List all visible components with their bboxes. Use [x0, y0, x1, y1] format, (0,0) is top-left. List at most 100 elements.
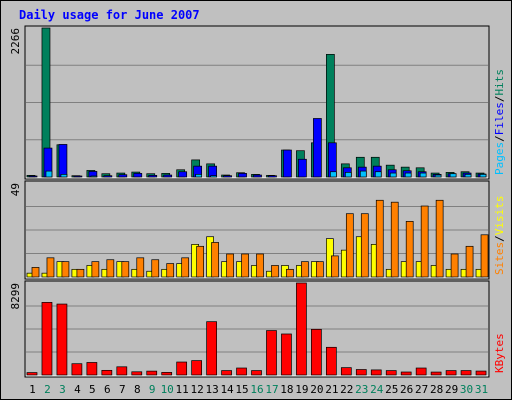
- y-max-label: 8299: [9, 283, 22, 310]
- bar-pages-day-5: [90, 175, 98, 178]
- x-tick-label-day-22: 22: [340, 383, 353, 396]
- bar-pages-day-26: [404, 172, 412, 178]
- legend-kbytes: KBytes: [493, 333, 506, 373]
- legend-hits-files-pages: Pages/Files/Hits: [493, 69, 506, 175]
- bar-kbytes-day-16: [251, 370, 262, 376]
- bar-sites-day-13: [211, 242, 219, 278]
- legend-entry-2: Files: [493, 102, 506, 135]
- bar-sites-day-4: [76, 268, 85, 278]
- x-tick-label-day-12: 12: [191, 383, 204, 396]
- x-tick-label-day-17: 17: [265, 383, 278, 396]
- bar-kbytes-day-19: [296, 282, 307, 376]
- legend-entry-0: Hits: [493, 69, 506, 96]
- bar-sites-day-10: [166, 263, 175, 278]
- bar-pages-day-12: [195, 174, 202, 178]
- bar-pages-day-29: [449, 173, 457, 178]
- x-tick-label-day-2: 2: [44, 383, 51, 396]
- bar-sites-day-23: [360, 213, 369, 278]
- bar-sites-day-12: [196, 245, 204, 278]
- bar-sites-day-26: [405, 221, 414, 278]
- bar-files-day-4: [73, 175, 83, 178]
- bar-kbytes-day-25: [385, 370, 397, 376]
- bar-kbytes-day-17: [266, 330, 277, 376]
- x-tick-label-day-31: 31: [475, 383, 488, 396]
- x-tick-label-day-23: 23: [355, 383, 368, 396]
- bar-files-day-3: [58, 144, 68, 178]
- bar-sites-day-7: [121, 261, 130, 278]
- bar-sites-day-15: [241, 253, 249, 278]
- x-tick-label-day-9: 9: [149, 383, 156, 396]
- bar-files-day-8: [133, 173, 143, 178]
- bar-files-day-14: [223, 175, 232, 178]
- bar-pages-day-2: [45, 170, 53, 178]
- x-tick-label-day-15: 15: [235, 383, 248, 396]
- bar-files-day-9: [148, 175, 158, 178]
- legend-entry-3: /: [493, 135, 506, 142]
- bar-pages-day-25: [389, 172, 397, 178]
- bar-kbytes-day-4: [71, 363, 83, 376]
- bar-kbytes-day-22: [340, 367, 352, 376]
- x-tick-label-day-30: 30: [460, 383, 473, 396]
- bar-pages-day-31: [479, 174, 487, 178]
- legend-entry-0: KBytes: [493, 333, 506, 373]
- bar-kbytes-day-9: [146, 370, 158, 376]
- bar-kbytes-day-7: [116, 366, 128, 376]
- bar-pages-day-30: [464, 174, 472, 178]
- bar-pages-day-24: [374, 171, 382, 178]
- y-max-label: 2266: [9, 28, 22, 55]
- bar-files-day-16: [253, 174, 262, 178]
- x-tick-label-day-20: 20: [310, 383, 323, 396]
- x-tick-label-day-26: 26: [400, 383, 413, 396]
- bar-kbytes-day-6: [101, 369, 113, 376]
- x-tick-label-day-21: 21: [325, 383, 338, 396]
- bar-files-day-10: [163, 174, 173, 178]
- x-tick-label-day-11: 11: [176, 383, 189, 396]
- bar-files-day-18: [283, 149, 292, 178]
- bar-files-day-11: [178, 171, 188, 178]
- bar-kbytes-day-29: [445, 370, 457, 376]
- panel-visits-sites: 49 Sites/Visits: [9, 180, 506, 280]
- bar-files-day-7: [118, 174, 128, 178]
- x-tick-label-day-27: 27: [415, 383, 428, 396]
- bar-pages-day-3: [60, 174, 68, 178]
- bar-sites-day-25: [390, 201, 399, 278]
- x-tick-label-day-24: 24: [370, 383, 384, 396]
- bar-kbytes-day-23: [355, 369, 367, 376]
- bar-kbytes-day-27: [415, 367, 427, 376]
- bar-sites-day-16: [256, 253, 264, 278]
- bar-kbytes-day-1: [26, 372, 38, 376]
- bar-kbytes-day-31: [475, 370, 487, 376]
- x-tick-label-day-5: 5: [89, 383, 96, 396]
- chart-title: Daily usage for June 2007: [19, 8, 200, 22]
- bar-kbytes-day-10: [161, 372, 173, 376]
- bar-kbytes-day-21: [326, 346, 337, 376]
- y-max-label: 49: [9, 183, 22, 196]
- x-tick-label-day-8: 8: [134, 383, 141, 396]
- bar-sites-day-9: [151, 259, 160, 278]
- bar-sites-day-11: [181, 257, 190, 278]
- bar-kbytes-day-13: [206, 321, 217, 376]
- x-tick-label-day-4: 4: [74, 383, 81, 396]
- bar-pages-day-13: [210, 175, 217, 178]
- x-tick-label-day-14: 14: [220, 383, 234, 396]
- x-tick-label-day-25: 25: [385, 383, 398, 396]
- bar-sites-day-3: [61, 261, 70, 278]
- bar-pages-day-22: [344, 172, 352, 178]
- bar-sites-day-5: [91, 261, 100, 278]
- x-tick-label-day-7: 7: [119, 383, 126, 396]
- bar-files-day-15: [238, 173, 247, 178]
- bar-sites-day-21: [331, 255, 339, 278]
- bar-sites-day-17: [271, 265, 279, 278]
- bar-sites-day-30: [465, 245, 474, 278]
- legend-entry-4: Pages: [493, 142, 506, 175]
- x-tick-label-day-16: 16: [250, 383, 263, 396]
- bar-sites-day-29: [450, 253, 459, 278]
- x-tick-label-day-28: 28: [430, 383, 443, 396]
- bar-sites-day-22: [345, 213, 354, 278]
- bar-kbytes-day-26: [400, 371, 412, 376]
- bar-kbytes-day-8: [131, 371, 143, 376]
- legend-entry-1: /: [493, 96, 506, 103]
- bar-kbytes-day-28: [430, 371, 442, 376]
